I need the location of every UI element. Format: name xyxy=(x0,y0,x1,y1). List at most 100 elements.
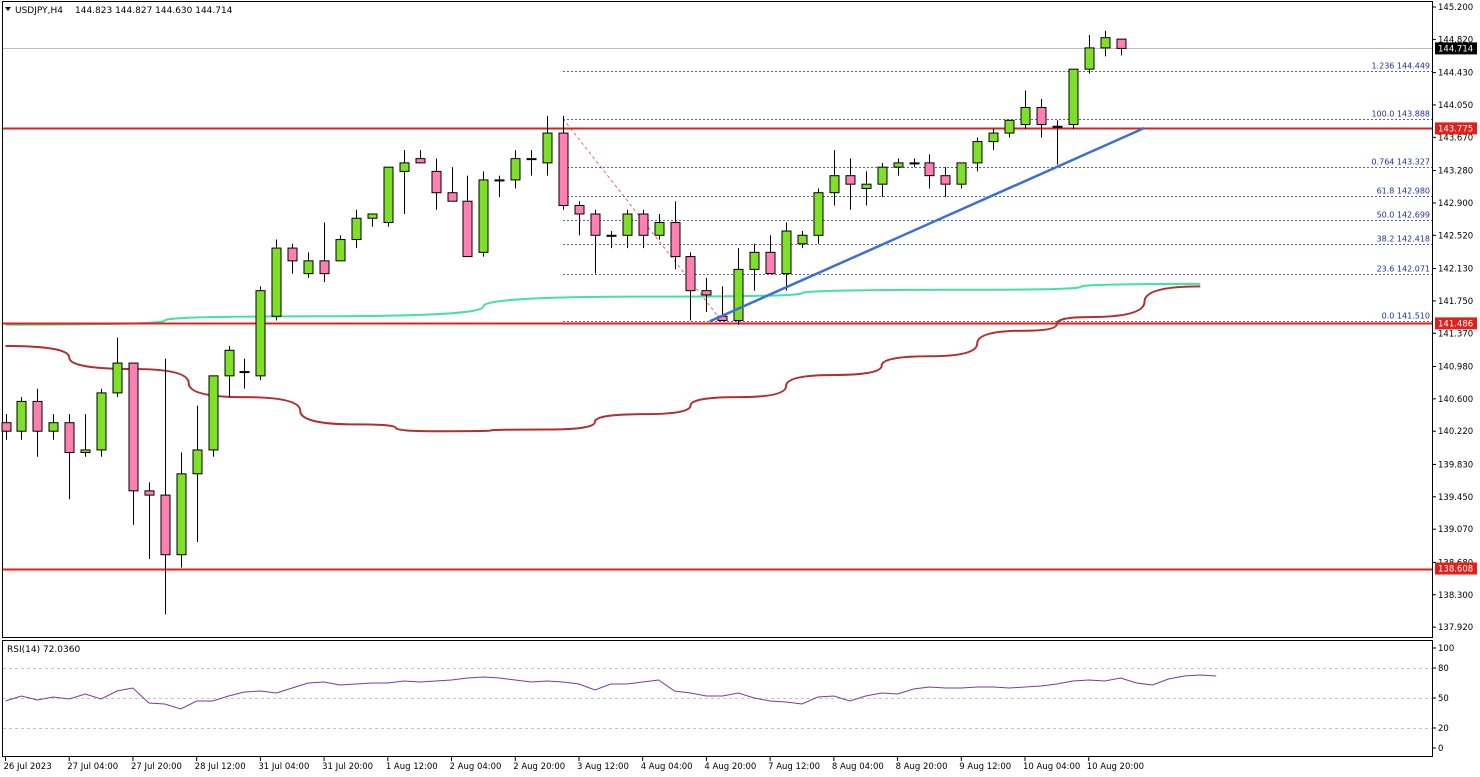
candle-body xyxy=(654,222,665,236)
horizontal-levels[interactable] xyxy=(3,48,1432,571)
candle xyxy=(32,388,43,457)
candle-body xyxy=(383,166,394,224)
candle xyxy=(622,209,633,249)
rsi-tick-label: 100 xyxy=(1438,644,1454,654)
candle-body xyxy=(988,132,999,143)
candle-body xyxy=(224,349,235,377)
candle-body xyxy=(1,422,12,432)
candle xyxy=(1004,119,1015,138)
current-price-tag xyxy=(1435,42,1477,55)
candle-body xyxy=(367,213,378,219)
candle-body xyxy=(303,260,314,275)
candle xyxy=(909,158,920,168)
candle xyxy=(64,414,75,500)
price-tick-label: 140.220 xyxy=(1438,427,1473,437)
fibonacci-retracement[interactable]: 1.236 144.449 100.0 143.888 0.764 143.327 6… xyxy=(562,62,1432,322)
time-tick-label: 7 Aug 12:00 xyxy=(768,762,820,772)
candle xyxy=(940,167,951,197)
candle-body xyxy=(239,371,250,374)
candle-body xyxy=(924,162,935,177)
price-tick-label: 140.980 xyxy=(1438,362,1473,372)
price-tick-label: 141.370 xyxy=(1438,329,1473,339)
candle xyxy=(988,128,999,151)
time-tick-label: 10 Aug 20:00 xyxy=(1087,762,1144,772)
candle-body xyxy=(1100,37,1111,49)
candle-body xyxy=(144,490,155,496)
candle xyxy=(845,158,856,210)
price-tick-label: 139.070 xyxy=(1438,525,1473,535)
candle-body xyxy=(510,158,521,181)
candle xyxy=(510,150,521,189)
candle-body xyxy=(32,400,43,432)
trendline[interactable] xyxy=(709,126,1146,323)
candle-body xyxy=(48,422,59,432)
candle-body xyxy=(829,175,840,194)
candle-body xyxy=(64,422,75,454)
candle xyxy=(813,188,824,244)
candle-body xyxy=(319,260,330,275)
candle-body xyxy=(96,392,107,451)
level-price-tag-label: 141.486 xyxy=(1438,319,1473,329)
symbol-dropdown-icon[interactable] xyxy=(5,7,11,11)
candle xyxy=(415,150,426,164)
candle-body xyxy=(797,234,808,245)
candle xyxy=(526,150,537,176)
candle-body xyxy=(1036,107,1047,126)
candle xyxy=(1116,38,1127,56)
candle-body xyxy=(542,132,553,164)
candle xyxy=(255,286,266,381)
fib-level-label: 0.0 141.510 xyxy=(1382,312,1430,321)
trendline-segment xyxy=(709,126,1146,323)
candle xyxy=(685,252,696,321)
level-price-tag-label: 138.608 xyxy=(1438,565,1473,575)
candle-body xyxy=(128,362,139,492)
candle-body xyxy=(160,494,171,556)
time-tick-label: 4 Aug 20:00 xyxy=(704,762,756,772)
candle-body xyxy=(909,162,920,165)
time-tick-label: 2 Aug 20:00 xyxy=(513,762,565,772)
price-tick-label: 143.670 xyxy=(1438,133,1473,143)
price-tick-label: 141.750 xyxy=(1438,297,1473,307)
candle-body xyxy=(271,247,282,317)
time-tick-label: 8 Aug 20:00 xyxy=(896,762,948,772)
candle xyxy=(462,175,473,258)
candle-body xyxy=(622,213,633,236)
candle xyxy=(542,116,553,176)
candle-body xyxy=(893,162,904,168)
candle-body xyxy=(208,375,219,451)
candle xyxy=(749,243,760,291)
time-tick-label: 3 Aug 12:00 xyxy=(577,762,629,772)
time-axis: 26 Jul 2023 27 Jul 04:00 27 Jul 20:00 28 Ju… xyxy=(4,757,1144,772)
candle-body xyxy=(255,290,266,377)
candle xyxy=(447,167,458,202)
candle-body xyxy=(558,132,569,206)
candle-body xyxy=(494,179,505,182)
candle-body xyxy=(1084,47,1095,70)
candle xyxy=(972,137,983,172)
candle-body xyxy=(606,234,617,237)
candle-body xyxy=(415,158,426,164)
time-tick-label: 31 Jul 20:00 xyxy=(322,762,373,772)
candle xyxy=(383,166,394,227)
candle xyxy=(239,358,250,389)
candle xyxy=(829,150,840,206)
candle-body xyxy=(351,217,362,241)
candle xyxy=(1036,98,1047,138)
candle xyxy=(861,171,872,206)
candle-body xyxy=(781,230,792,275)
candle xyxy=(606,231,617,249)
candle-body xyxy=(1004,119,1015,134)
price-tick-label: 142.520 xyxy=(1438,231,1473,241)
candle-body xyxy=(462,200,473,258)
candle xyxy=(303,252,314,278)
price-tick-label: 144.430 xyxy=(1438,69,1473,79)
price-tick-label: 145.200 xyxy=(1438,3,1473,13)
candle-body xyxy=(861,183,872,189)
time-tick-label: 27 Jul 20:00 xyxy=(131,762,182,772)
candle-body xyxy=(80,449,91,454)
rsi-tick-label: 20 xyxy=(1438,724,1449,734)
level-price-tag xyxy=(1435,122,1477,135)
candle xyxy=(1020,90,1031,129)
rsi-tick-label: 0 xyxy=(1438,744,1443,754)
